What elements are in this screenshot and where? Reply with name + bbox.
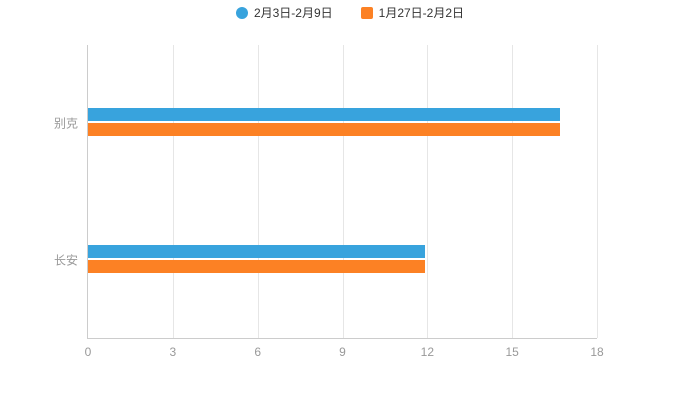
legend-marker-week1-icon <box>360 7 373 19</box>
bar-长安-series1[interactable] <box>88 245 425 258</box>
plot-area: 0 3 6 9 12 15 18 别克长安 <box>54 45 604 359</box>
gridline-x-3 <box>172 45 174 338</box>
x-tick-label-3: 3 <box>169 345 177 359</box>
bar-别克-series1[interactable] <box>88 108 561 121</box>
gridline-x-18 <box>597 45 598 338</box>
bar-长安-series2[interactable] <box>88 260 425 273</box>
x-tick-label-12: 12 <box>420 345 435 359</box>
x-tick-label-6: 6 <box>254 345 261 359</box>
x-tick-label-15: 15 <box>505 345 519 359</box>
gridline-x-15 <box>512 45 514 338</box>
x-tick-label-9: 9 <box>339 345 346 359</box>
x-tick-label-18: 18 <box>590 345 604 359</box>
category-label-2: 长安 <box>53 253 78 267</box>
chart-legend: 2月3日-2月9日 1月27日-2月2日 <box>0 6 700 20</box>
category-label-1: 别克 <box>53 116 78 130</box>
legend-label-week2: 2月3日-2月9日 <box>253 6 333 20</box>
bar-别克-series2[interactable] <box>88 123 561 136</box>
legend-marker-week2-icon <box>235 7 248 19</box>
legend-item-week1[interactable]: 1月27日-2月2日 <box>360 6 465 20</box>
x-tick-label-0: 0 <box>84 345 92 359</box>
legend-item-week2[interactable]: 2月3日-2月9日 <box>235 6 333 20</box>
gridline-x-9 <box>342 45 344 338</box>
gridline-x-6 <box>257 45 259 338</box>
gridline-x-12 <box>427 45 429 338</box>
legend-label-week1: 1月27日-2月2日 <box>378 6 465 20</box>
